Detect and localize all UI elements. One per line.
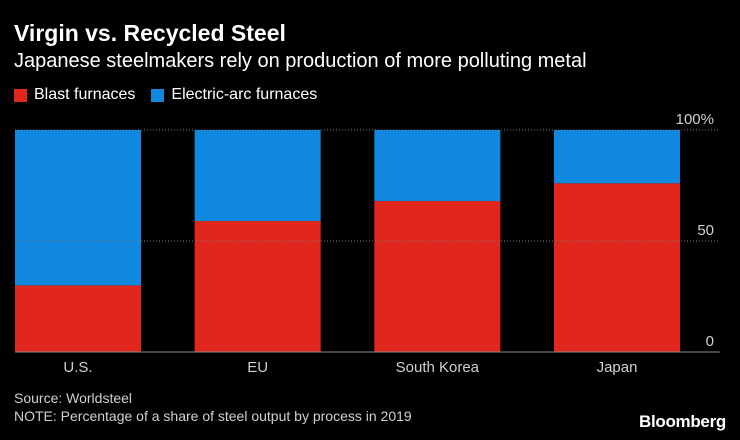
source-note: Source: Worldsteel <box>14 390 133 406</box>
legend-label-electric-arc-furnaces: Electric-arc furnaces <box>171 86 318 103</box>
bar-u-s-blast-furnaces <box>15 285 141 352</box>
bar-japan-blast-furnaces <box>554 183 680 352</box>
x-tick-label: EU <box>247 359 268 376</box>
bar-u-s-electric-arc-furnaces <box>15 130 141 286</box>
bar-japan-electric-arc-furnaces <box>554 130 680 184</box>
legend-label-blast-furnaces: Blast furnaces <box>34 86 136 103</box>
bar-south-korea-electric-arc-furnaces <box>374 130 501 202</box>
legend-swatch-electric-arc-furnaces <box>151 88 165 102</box>
bar-eu-blast-furnaces <box>194 221 321 352</box>
x-tick-label: South Korea <box>396 359 480 376</box>
chart-subtitle: Japanese steelmakers rely on production … <box>14 50 587 72</box>
legend-item-electric-arc-furnaces: Electric-arc furnaces <box>151 86 317 104</box>
legend: Blast furnaces Electric-arc furnaces <box>14 86 333 104</box>
bar-south-korea-blast-furnaces <box>374 201 501 352</box>
y-tick-label: 50 <box>697 222 714 239</box>
y-tick-label: 0 <box>706 333 714 350</box>
chart-title: Virgin vs. Recycled Steel <box>14 20 286 46</box>
bar-eu-electric-arc-furnaces <box>194 130 321 222</box>
legend-item-blast-furnaces: Blast furnaces <box>14 86 135 104</box>
footnote: NOTE: Percentage of a share of steel out… <box>14 408 412 424</box>
y-tick-label: 100% <box>676 111 714 128</box>
x-tick-label: Japan <box>597 359 638 376</box>
bloomberg-logo: Bloomberg <box>638 412 726 431</box>
legend-swatch-blast-furnaces <box>14 88 27 102</box>
x-tick-label: U.S. <box>63 359 92 376</box>
